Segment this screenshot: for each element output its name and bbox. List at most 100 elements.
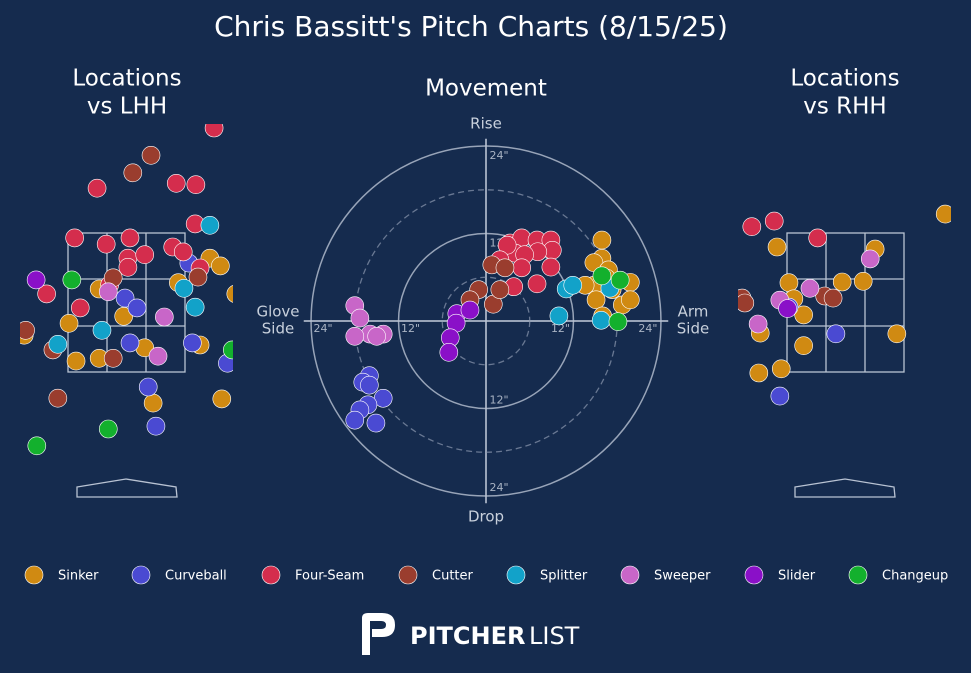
pitch-point bbox=[103, 348, 123, 368]
pitch-point bbox=[173, 242, 193, 262]
pitch-point bbox=[512, 258, 532, 278]
ring bbox=[310, 145, 662, 497]
pitch-point bbox=[860, 249, 880, 269]
pitch-point bbox=[118, 257, 138, 277]
pitch-point bbox=[98, 419, 118, 439]
strike-zone bbox=[786, 232, 905, 498]
pitch-point bbox=[439, 343, 459, 362]
pitch-point bbox=[98, 282, 118, 302]
pitch-point bbox=[211, 256, 230, 276]
legend-swatch bbox=[24, 565, 44, 585]
pitch-point bbox=[800, 278, 820, 298]
pitch-point bbox=[141, 146, 161, 165]
pitch-point bbox=[748, 314, 768, 334]
pitch-point bbox=[138, 377, 158, 397]
pitch-point bbox=[764, 211, 784, 231]
pitch-point bbox=[120, 228, 140, 248]
movement-points bbox=[345, 228, 640, 433]
ring-label: 12" bbox=[489, 393, 508, 406]
pitch-point bbox=[549, 306, 569, 326]
pitch-point bbox=[20, 321, 35, 340]
ring-label: 24" bbox=[314, 322, 333, 335]
pitch-point bbox=[608, 312, 628, 332]
pitch-point bbox=[767, 237, 787, 257]
pitch-point bbox=[123, 163, 143, 183]
pitch-point bbox=[143, 393, 163, 413]
pitch-point bbox=[779, 273, 799, 293]
ring-label: 12" bbox=[401, 322, 420, 335]
pitch-point bbox=[70, 298, 90, 318]
polar-axes: 12"12"12"12"24"24"24"24"RiseDropGloveSid… bbox=[256, 115, 709, 526]
pitch-point bbox=[127, 298, 147, 318]
pitch-point bbox=[92, 320, 112, 340]
pitch-point bbox=[592, 266, 612, 286]
pitch-point bbox=[212, 389, 232, 409]
legend-label: Cutter bbox=[432, 569, 474, 584]
pitch-point bbox=[146, 416, 166, 436]
pitch-point bbox=[65, 228, 84, 248]
pitch-point bbox=[155, 307, 174, 327]
pitch-point bbox=[738, 293, 755, 313]
legend-swatch bbox=[744, 565, 764, 585]
pitch-point bbox=[778, 299, 797, 318]
panel-title: Movement bbox=[425, 76, 547, 102]
ring-label: 24" bbox=[638, 322, 657, 335]
pitch-point bbox=[794, 336, 813, 356]
axis-label: Rise bbox=[470, 115, 502, 133]
pitch-point bbox=[27, 436, 47, 456]
pitch-point bbox=[887, 324, 907, 344]
pitch-point bbox=[345, 327, 365, 346]
pitch-point bbox=[610, 270, 630, 290]
pitch-point bbox=[794, 305, 813, 325]
pitch-point bbox=[460, 300, 480, 320]
axis-label: Side bbox=[677, 320, 709, 338]
pitch-point bbox=[66, 351, 86, 371]
ring-label: 24" bbox=[489, 149, 508, 162]
pitch-point bbox=[62, 270, 82, 290]
pitch-point bbox=[59, 313, 79, 333]
pitch-point bbox=[350, 308, 370, 328]
pitch-point bbox=[592, 230, 612, 250]
pitch-point bbox=[114, 306, 133, 326]
pitch-point bbox=[771, 359, 791, 379]
pitch-point bbox=[853, 271, 873, 291]
ring bbox=[397, 232, 575, 410]
pitch-point bbox=[223, 340, 233, 360]
pitch-point bbox=[366, 413, 386, 433]
pitch-point bbox=[96, 234, 116, 254]
pitch-point bbox=[832, 272, 852, 292]
legend: Sinker Curveball Four-Seam Cutter Splitter Sw… bbox=[24, 565, 948, 585]
pitch-point bbox=[48, 388, 68, 408]
pitch-point bbox=[808, 228, 827, 248]
pitch-point bbox=[183, 333, 202, 353]
pitch-point bbox=[135, 245, 155, 264]
legend-swatch bbox=[506, 565, 526, 585]
ring-label: 12" bbox=[551, 322, 570, 335]
legend-label: Splitter bbox=[540, 569, 588, 584]
pitch-point bbox=[26, 270, 46, 290]
pitch-point bbox=[37, 284, 56, 304]
pitch-point bbox=[367, 327, 386, 346]
pitch-point bbox=[591, 310, 611, 330]
panel-title: Locations bbox=[72, 66, 181, 92]
legend-label: Sinker bbox=[58, 569, 99, 584]
pitch-point bbox=[345, 410, 365, 430]
axis-label: Arm bbox=[678, 303, 709, 321]
pitch-point bbox=[770, 386, 790, 406]
panel-title: Locations bbox=[790, 66, 899, 92]
location-points bbox=[20, 124, 233, 456]
pitch-point bbox=[541, 257, 561, 277]
pitch-point bbox=[586, 290, 606, 310]
pitch-point bbox=[87, 178, 107, 198]
legend-swatch bbox=[620, 565, 640, 585]
axis-label: Drop bbox=[468, 508, 504, 526]
pitch-point bbox=[823, 288, 843, 308]
minor-ring bbox=[441, 276, 531, 366]
pitch-point bbox=[226, 285, 233, 303]
location-points bbox=[738, 204, 951, 406]
pitch-point bbox=[166, 174, 186, 193]
pitch-point bbox=[120, 333, 140, 353]
legend-label: Changeup bbox=[882, 569, 948, 584]
